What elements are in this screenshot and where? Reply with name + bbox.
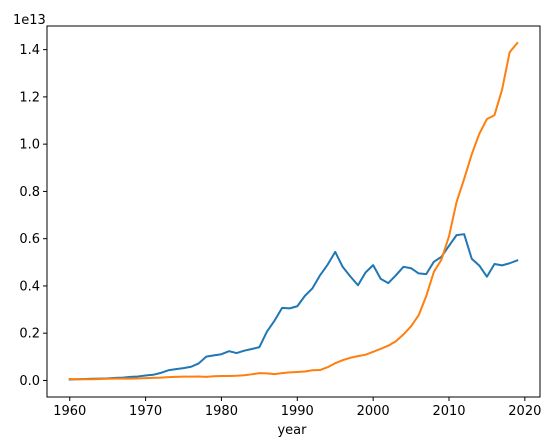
y-tick-label: 0.0 (19, 374, 40, 389)
y-tick-label: 0.8 (19, 185, 40, 200)
x-tick-label: 2000 (357, 404, 390, 419)
y-offset-label: 1e13 (13, 13, 46, 28)
x-tick-label: 1990 (281, 404, 314, 419)
y-tick-label: 1.2 (19, 90, 40, 105)
y-axis: 0.0 0.2 0.4 0.6 0.8 1.0 1.2 1.4 (19, 43, 47, 389)
plot-frame (46, 25, 541, 398)
x-axis: 1960 1970 1980 1990 2000 2010 2020 (53, 397, 541, 419)
x-axis-label: year (277, 423, 307, 438)
x-tick-label: 1960 (53, 404, 86, 419)
y-tick-label: 1.4 (19, 43, 40, 58)
x-tick-label: 2020 (508, 404, 541, 419)
x-tick-label: 1970 (129, 404, 162, 419)
series-line-2 (68, 41, 519, 381)
y-tick-label: 1.0 (19, 138, 40, 153)
x-tick-label: 1980 (205, 404, 238, 419)
y-tick-label: 0.2 (19, 327, 40, 342)
x-tick-label: 2010 (432, 404, 465, 419)
plot-area (46, 25, 541, 398)
y-tick-label: 0.4 (19, 279, 40, 294)
y-tick-label: 0.6 (19, 232, 40, 247)
series-line-1 (68, 233, 519, 381)
